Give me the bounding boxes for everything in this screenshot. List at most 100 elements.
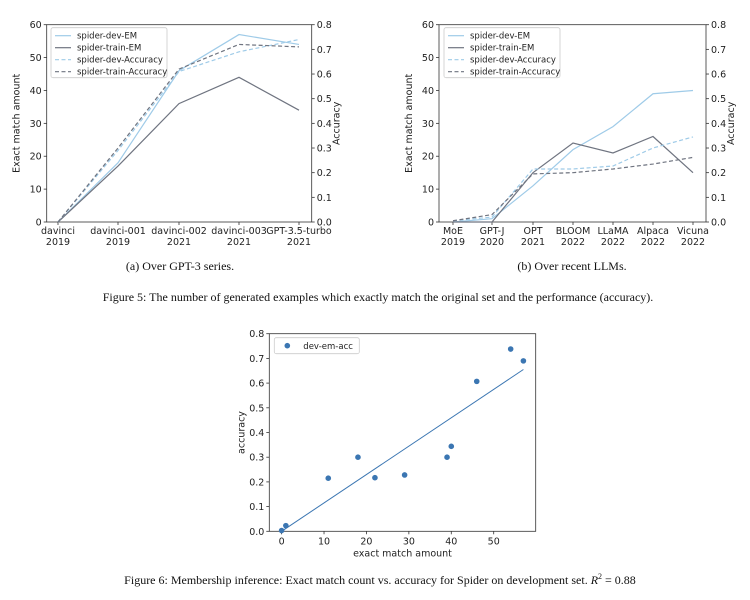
y-tick-label: 0.4 (249, 428, 264, 439)
series-line-spider-train-Accuracy (452, 156, 694, 222)
y-tick-label: 60 (30, 20, 42, 31)
y2-tick-label: 0.8 (317, 20, 332, 31)
legend-label-spider-train-EM: spider-train-EM (77, 44, 141, 54)
x-tick-label: OPT (523, 226, 542, 237)
y-tick-label: 40 (422, 86, 434, 97)
legend-label-spider-train-EM: spider-train-EM (470, 44, 534, 54)
y-tick-label: 20 (30, 152, 42, 163)
legend-label-spider-dev-EM: spider-dev-EM (470, 32, 530, 42)
subcaption-a: (a) Over GPT-3 series. (125, 259, 235, 273)
y-tick-label: 0.0 (249, 527, 264, 538)
y2-tick-label: 0.2 (711, 168, 726, 179)
legend-box (443, 27, 561, 79)
figure5-caption: Figure 5: The number of generated exampl… (102, 290, 654, 304)
x-tick-label: 40 (445, 536, 457, 547)
series-line-spider-dev-Accuracy (57, 38, 300, 223)
x-tick-year: 2020 (480, 237, 504, 248)
y-tick-label: 40 (30, 86, 42, 97)
y2-axis-label: Accuracy (332, 101, 343, 145)
x-tick-year: 2021 (167, 237, 191, 248)
y-tick-label: 0.3 (249, 453, 264, 464)
subcaption-b: (b) Over recent LLMs. (517, 259, 627, 273)
scatter-point (283, 522, 289, 529)
y2-tick-label: 0.8 (711, 20, 726, 31)
y-tick-label: 10 (422, 185, 434, 196)
x-tick-label: GPT-3.5-turbo (266, 226, 332, 237)
x-tick-year: 2022 (601, 237, 625, 248)
y2-tick-label: 0.0 (317, 218, 332, 229)
x-tick-label: GPT-J (480, 226, 505, 237)
x-tick-label: Vicuna (677, 226, 709, 237)
x-tick-year: 2022 (641, 237, 665, 248)
scatter-point (401, 472, 408, 478)
y-tick-label: 60 (422, 20, 434, 31)
scatter-point (473, 378, 480, 385)
y-axis-label: accuracy (236, 411, 247, 454)
legend-label-spider-train-Accuracy: spider-train-Accuracy (470, 68, 560, 78)
legend-label-spider-dev-Accuracy: spider-dev-Accuracy (77, 56, 163, 66)
scatter-point (372, 474, 378, 481)
x-tick-year: 2021 (521, 237, 545, 248)
y-tick-label: 50 (422, 53, 434, 64)
y2-tick-label: 0.6 (711, 70, 726, 81)
legend-label-spider-train-Accuracy: spider-train-Accuracy (77, 68, 167, 78)
scatter-point (444, 454, 450, 461)
chart-2-frame (268, 333, 537, 532)
y2-tick-label: 0.3 (317, 144, 332, 155)
legend-label-dev-em-acc: dev-em-acc (303, 342, 353, 352)
y2-tick-label: 0.1 (317, 193, 332, 204)
y-tick-label: 30 (422, 119, 434, 130)
x-tick-label: 20 (360, 536, 372, 547)
x-tick-year: 2022 (561, 237, 585, 248)
x-tick-label: Alpaca (637, 226, 669, 237)
series-line-spider-train-Accuracy (57, 43, 300, 223)
x-tick-label: 30 (403, 536, 415, 547)
scatter-point (520, 358, 527, 364)
x-tick-year: 2021 (227, 237, 251, 248)
x-tick-label: davinci (41, 226, 75, 237)
x-tick-label: 0 (279, 536, 285, 547)
x-tick-year: 2022 (681, 237, 705, 248)
y2-tick-label: 0.4 (711, 119, 726, 130)
x-tick-year: 2021 (287, 237, 311, 248)
fit-line (281, 369, 524, 532)
series-line-spider-train-EM (57, 76, 300, 223)
y-tick-label: 0.5 (249, 403, 264, 414)
series-line-spider-dev-Accuracy (452, 136, 694, 222)
x-tick-label: 50 (488, 536, 500, 547)
legend-label-spider-dev-Accuracy: spider-dev-Accuracy (470, 56, 556, 66)
x-tick-label: davinci-002 (151, 226, 207, 237)
y2-tick-label: 0.5 (317, 94, 332, 105)
y2-tick-label: 0.3 (711, 144, 726, 155)
scatter-point (278, 527, 285, 534)
y-tick-label: 0.8 (249, 329, 264, 340)
legend-box (273, 337, 360, 355)
y-tick-label: 0 (36, 218, 42, 229)
y-tick-label: 0.7 (249, 354, 264, 365)
x-tick-year: 2019 (441, 237, 465, 248)
scatter-point (325, 475, 332, 481)
x-tick-year: 2019 (46, 237, 70, 248)
x-tick-year: 2019 (106, 237, 130, 248)
y-tick-label: 0.1 (249, 502, 264, 513)
series-line-spider-dev-EM (57, 33, 300, 223)
y2-tick-label: 0.6 (317, 70, 332, 81)
y2-tick-label: 0.1 (711, 193, 726, 204)
y-axis-label: Exact match amount (12, 74, 23, 173)
y-tick-label: 10 (30, 185, 42, 196)
series-line-spider-dev-EM (452, 89, 694, 223)
y-tick-label: 50 (30, 53, 42, 64)
x-tick-label: MoE (443, 226, 463, 237)
y-axis-label: Exact match amount (404, 74, 415, 173)
scatter-point (355, 454, 361, 461)
y-tick-label: 20 (422, 152, 434, 163)
y-tick-label: 0.6 (249, 379, 264, 390)
y2-tick-label: 0.7 (317, 45, 332, 56)
y2-tick-label: 0.7 (711, 45, 726, 56)
series-line-spider-train-EM (453, 135, 694, 223)
y2-tick-label: 0.5 (711, 94, 726, 105)
x-tick-label: davinci-003 (211, 226, 267, 237)
x-tick-label: davinci-001 (90, 226, 146, 237)
legend-marker (284, 342, 291, 349)
y-tick-label: 30 (30, 119, 42, 130)
